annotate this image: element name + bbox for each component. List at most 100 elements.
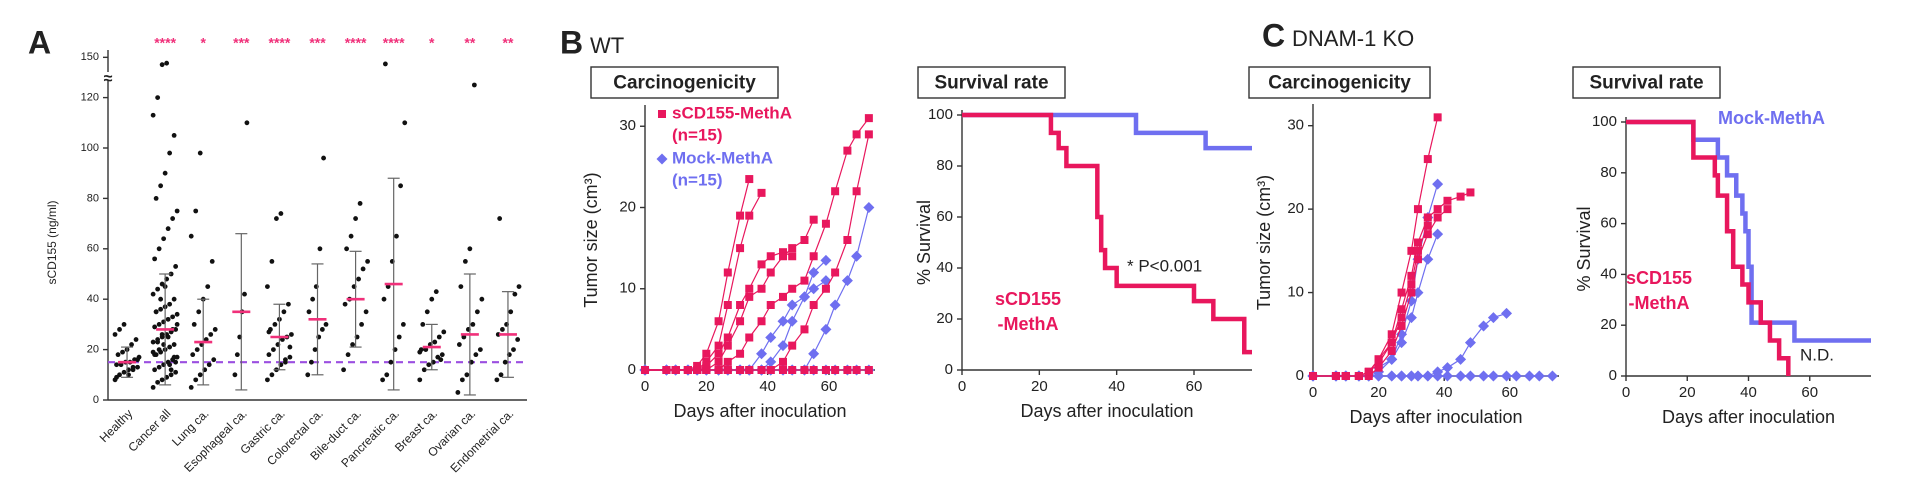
data-point <box>206 362 212 368</box>
y-tick-label: 40 <box>87 293 99 305</box>
data-point <box>203 337 209 342</box>
data-point <box>150 385 156 390</box>
data-point <box>864 114 873 123</box>
y-tick-label: 80 <box>1600 164 1617 181</box>
data-point <box>168 372 174 378</box>
data-point <box>382 61 388 67</box>
y-tick-label: 20 <box>936 310 953 327</box>
data-point <box>357 201 363 206</box>
data-point <box>319 327 325 332</box>
x-tick-label: 60 <box>1801 384 1818 401</box>
data-point <box>736 349 745 358</box>
data-point <box>821 284 830 293</box>
data-point <box>511 347 516 352</box>
data-point <box>242 291 247 297</box>
x-axis-label: Days after inoculation <box>673 401 846 421</box>
data-point <box>800 325 809 334</box>
data-point <box>1407 288 1416 297</box>
series-label: sCD155 <box>1626 268 1692 288</box>
data-point <box>365 259 370 264</box>
data-point <box>757 366 766 374</box>
data-point <box>1432 228 1444 240</box>
curve <box>645 178 750 371</box>
data-point <box>344 246 349 252</box>
data-point <box>1443 205 1452 214</box>
data-point <box>167 344 173 350</box>
data-point <box>424 309 430 315</box>
data-point <box>161 236 167 242</box>
data-point <box>194 347 200 352</box>
data-point <box>693 366 702 374</box>
data-point <box>745 333 754 342</box>
data-point <box>1364 367 1373 376</box>
data-point <box>456 342 462 347</box>
data-point <box>498 372 504 378</box>
significance-stars: **** <box>154 35 176 51</box>
data-point <box>723 333 732 342</box>
data-point <box>1443 196 1452 205</box>
data-point <box>756 348 768 360</box>
data-point <box>766 301 775 309</box>
data-point <box>1387 338 1396 347</box>
data-point <box>800 366 809 374</box>
data-point <box>271 347 276 352</box>
x-axis-label: Days after inoculation <box>1020 401 1193 421</box>
data-point <box>788 341 797 350</box>
data-point <box>1387 330 1396 339</box>
data-point <box>1423 213 1432 222</box>
data-point <box>1478 320 1490 332</box>
survival-curve <box>1626 119 1791 376</box>
data-point <box>864 130 873 139</box>
data-point <box>156 347 162 352</box>
x-axis-label: Days after inoculation <box>1349 407 1522 427</box>
data-point <box>350 342 355 347</box>
data-point <box>702 361 711 370</box>
data-point <box>459 377 465 383</box>
data-point <box>197 150 203 156</box>
data-point <box>723 366 732 374</box>
data-point <box>831 187 840 196</box>
x-tick-label: 60 <box>1501 384 1518 401</box>
data-point <box>121 322 127 327</box>
significance-stars: **** <box>345 35 367 51</box>
data-point <box>821 219 830 228</box>
y-tick-label: 80 <box>87 192 99 204</box>
data-point <box>702 349 711 358</box>
data-point <box>809 252 818 261</box>
data-point <box>400 322 406 327</box>
series-label: -MethA <box>998 314 1059 334</box>
title-box <box>590 66 779 99</box>
data-point <box>289 332 294 337</box>
data-point <box>714 357 723 366</box>
x-tick-label: 20 <box>1031 378 1048 395</box>
data-point <box>212 327 218 332</box>
data-point <box>852 130 861 139</box>
y-tick-label: 20 <box>1600 316 1617 333</box>
data-point <box>432 339 438 345</box>
data-point <box>1412 370 1424 382</box>
significance-stars: * <box>201 35 207 51</box>
data-point <box>441 329 447 335</box>
data-point <box>417 349 423 355</box>
data-point <box>211 357 217 363</box>
panel-letter: B <box>560 24 583 60</box>
data-point <box>135 364 140 370</box>
data-point <box>153 309 159 315</box>
data-point <box>736 317 745 326</box>
data-point <box>155 339 161 345</box>
data-point <box>133 337 139 342</box>
data-point <box>467 246 473 252</box>
data-point <box>779 252 787 261</box>
significance-stars: *** <box>309 35 326 51</box>
y-tick-label: 30 <box>619 117 636 134</box>
data-point <box>417 377 423 383</box>
data-point <box>174 322 180 327</box>
data-point <box>702 357 711 366</box>
data-point <box>1487 312 1499 324</box>
data-point <box>274 216 279 221</box>
data-point <box>745 292 754 301</box>
data-point <box>843 366 852 374</box>
data-point <box>193 377 199 383</box>
curve <box>1313 117 1439 377</box>
data-point <box>129 342 134 347</box>
